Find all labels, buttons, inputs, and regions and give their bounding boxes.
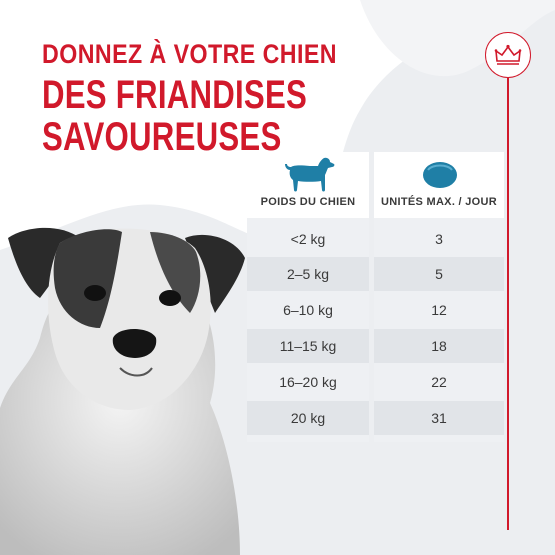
units-cell: 3 [435, 231, 443, 247]
weight-cell: 6–10 kg [283, 302, 333, 318]
table-row: 11–15 kg 18 [247, 329, 504, 363]
units-column [374, 152, 504, 442]
vertical-accent-line [507, 78, 509, 530]
weight-cell: 2–5 kg [247, 257, 369, 291]
units-cell: 31 [374, 401, 504, 435]
table-row: 6–10 kg 12 [247, 293, 504, 327]
header-dog-weight: POIDS DU CHIEN [260, 196, 356, 208]
dog-icon [285, 157, 335, 192]
headline-line-2: DES FRIANDISES [42, 73, 308, 117]
headline-line-3: SAVOUREUSES [42, 115, 282, 159]
units-cell: 12 [431, 302, 447, 318]
weight-cell: 16–20 kg [279, 374, 337, 390]
weight-cell: <2 kg [290, 231, 326, 247]
headline: DONNEZ À VOTRE CHIEN DES FRIANDISES SAVO… [42, 40, 385, 158]
weight-cell: 11–15 kg [247, 329, 369, 363]
headline-line-1: DONNEZ À VOTRE CHIEN [42, 39, 338, 69]
dog-photo [0, 227, 245, 555]
crown-icon [494, 44, 522, 65]
header-max-units: UNITÉS MAX. / JOUR [380, 196, 498, 208]
units-cell: 22 [431, 374, 447, 390]
weight-cell: 20 kg [247, 401, 369, 435]
feeding-table: POIDS DU CHIEN UNITÉS MAX. / JOUR <2 kg … [247, 152, 504, 442]
table-row: <2 kg 3 [247, 222, 504, 256]
brand-crown-badge [485, 32, 531, 78]
weight-column [247, 152, 369, 442]
treat-icon [423, 162, 457, 188]
table-row: 16–20 kg 22 [247, 365, 504, 399]
table-row: 20 kg 31 [247, 401, 504, 435]
table-row: 2–5 kg 5 [247, 257, 504, 291]
units-cell: 5 [374, 257, 504, 291]
units-cell: 18 [374, 329, 504, 363]
